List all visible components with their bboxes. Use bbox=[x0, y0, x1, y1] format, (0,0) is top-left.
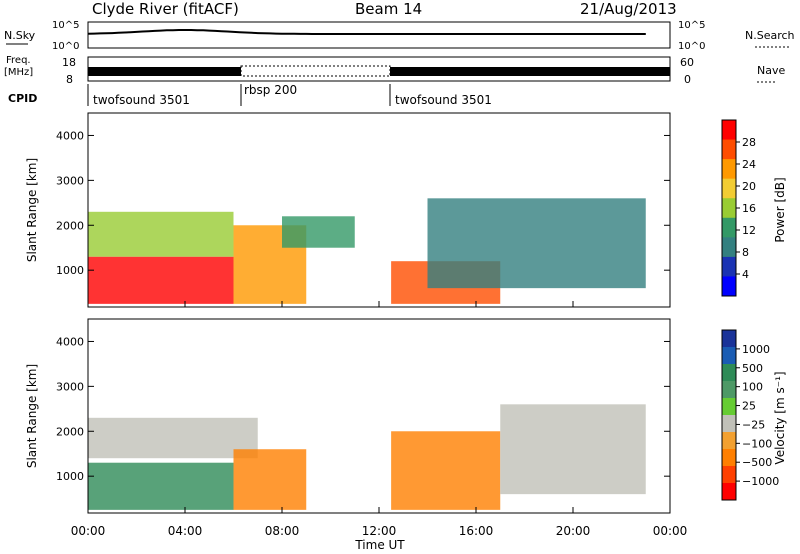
power-region-5 bbox=[427, 198, 646, 289]
freq-panel: Freq. [MHz] 18 8 60 0 Nave bbox=[4, 55, 785, 86]
noise-sky-line bbox=[87, 29, 646, 35]
power-colorbar-label: Power [dB] bbox=[773, 177, 787, 242]
x-tick-label-2: 08:00 bbox=[265, 524, 300, 538]
velocity-colorbar-label-2: 100 bbox=[742, 381, 763, 394]
velocity-colorbar-label-7: −1000 bbox=[742, 475, 779, 488]
velocity-ytick-label-2: 3000 bbox=[56, 380, 84, 393]
cpid-panel: CPID twofsound 3501 rbsp 200 twofsound 3… bbox=[8, 83, 492, 107]
velocity-region-4 bbox=[500, 404, 646, 495]
x-tick-label-0: 00:00 bbox=[71, 524, 106, 538]
velocity-colorbar-swatch-1 bbox=[722, 347, 736, 365]
cpid-segment-3: twofsound 3501 bbox=[395, 93, 492, 107]
velocity-colorbar-swatch-9 bbox=[722, 483, 736, 501]
power-colorbar-swatch-2 bbox=[722, 159, 736, 180]
noise-panel: N.Sky 10^5 10^0 10^5 10^0 N.Search bbox=[4, 20, 795, 52]
power-colorbar-label-6: 4 bbox=[742, 268, 749, 281]
power-ytick-label-2: 3000 bbox=[56, 174, 84, 187]
velocity-region-3 bbox=[391, 431, 501, 510]
power-ytick-label-3: 4000 bbox=[56, 129, 84, 142]
cpid-segment-2: rbsp 200 bbox=[244, 83, 297, 97]
velocity-colorbar-swatch-4 bbox=[722, 398, 736, 416]
noise-right-label: N.Search bbox=[745, 29, 795, 42]
power-region-1 bbox=[88, 211, 234, 257]
x-tick-label-5: 20:00 bbox=[556, 524, 591, 538]
power-region-0 bbox=[88, 256, 234, 304]
noise-right-tick-bottom: 10^0 bbox=[678, 41, 705, 52]
x-tick-label-6: 00:00 bbox=[653, 524, 688, 538]
velocity-region-0 bbox=[88, 462, 234, 510]
velocity-colorbar-swatch-0 bbox=[722, 330, 736, 348]
nave-dotted-box bbox=[240, 65, 391, 77]
power-ytick-label-1: 2000 bbox=[56, 219, 84, 232]
power-ylabel: Slant Range [km] bbox=[25, 158, 39, 262]
date-title: 21/Aug/2013 bbox=[580, 0, 677, 18]
x-tick-label-4: 16:00 bbox=[459, 524, 494, 538]
freq-left-tick-top: 18 bbox=[62, 56, 76, 69]
nave-label: Nave bbox=[757, 64, 785, 77]
power-colorbar-label-5: 8 bbox=[742, 246, 749, 259]
power-colorbar-swatch-1 bbox=[722, 139, 736, 160]
freq-label-line1: Freq. bbox=[6, 55, 31, 66]
velocity-colorbar-swatch-8 bbox=[722, 466, 736, 484]
power-colorbar-swatch-5 bbox=[722, 217, 736, 238]
velocity-colorbar: 1000 500 100 25 −25 −100 −500 −1000 bbox=[721, 329, 779, 501]
power-panel: 1000 2000 3000 4000 Slant Range [km] 28 24 20… bbox=[25, 112, 787, 308]
velocity-colorbar-label-5: −100 bbox=[742, 437, 772, 450]
cpid-segment-1: twofsound 3501 bbox=[93, 93, 190, 107]
velocity-ytick-label-0: 1000 bbox=[56, 470, 84, 483]
power-colorbar-swatch-3 bbox=[722, 178, 736, 199]
x-axis-ticks: 00:00 04:00 08:00 12:00 16:00 20:00 00:00 bbox=[71, 301, 688, 538]
noise-left-tick-top: 10^5 bbox=[52, 20, 79, 31]
power-colorbar-label-4: 12 bbox=[742, 224, 756, 237]
velocity-colorbar-swatch-6 bbox=[722, 432, 736, 450]
power-heatmap-cells bbox=[88, 198, 646, 304]
velocity-colorbar-label-1: 500 bbox=[742, 362, 763, 375]
velocity-region-1 bbox=[88, 417, 258, 459]
cpid-label: CPID bbox=[8, 92, 37, 105]
velocity-colorbar-swatch-3 bbox=[722, 381, 736, 399]
beam-title: Beam 14 bbox=[355, 0, 422, 18]
power-ytick-label-0: 1000 bbox=[56, 264, 84, 277]
velocity-colorbar-swatch-7 bbox=[722, 449, 736, 467]
freq-left-tick-bottom: 8 bbox=[66, 73, 73, 86]
power-colorbar: 28 24 20 16 12 8 4 bbox=[721, 119, 756, 297]
velocity-ylabel: Slant Range [km] bbox=[25, 364, 39, 468]
freq-right-tick-bottom: 0 bbox=[684, 73, 691, 86]
velocity-colorbar-swatch-5 bbox=[722, 415, 736, 433]
power-colorbar-label-0: 28 bbox=[742, 136, 756, 149]
power-colorbar-swatch-8 bbox=[722, 276, 736, 297]
power-region-3 bbox=[282, 216, 355, 248]
noise-left-label: N.Sky bbox=[4, 29, 36, 42]
power-colorbar-swatch-7 bbox=[722, 256, 736, 277]
power-colorbar-label-2: 20 bbox=[742, 180, 756, 193]
velocity-panel: 1000 2000 3000 4000 Slant Range [km] 1000 50… bbox=[25, 318, 787, 514]
velocity-colorbar-swatch-2 bbox=[722, 364, 736, 382]
power-y-ticks: 1000 2000 3000 4000 bbox=[56, 129, 670, 277]
velocity-y-ticks: 1000 2000 3000 4000 bbox=[56, 335, 670, 483]
power-colorbar-swatch-6 bbox=[722, 237, 736, 258]
power-colorbar-label-3: 16 bbox=[742, 202, 756, 215]
freq-right-tick-top: 60 bbox=[680, 56, 694, 69]
x-tick-label-3: 12:00 bbox=[362, 524, 397, 538]
freq-label-line2: [MHz] bbox=[4, 67, 33, 78]
velocity-colorbar-label-0: 1000 bbox=[742, 343, 770, 356]
noise-left-tick-bottom: 10^0 bbox=[52, 41, 79, 52]
velocity-ytick-label-3: 4000 bbox=[56, 335, 84, 348]
station-title: Clyde River (fitACF) bbox=[92, 0, 239, 18]
x-tick-label-1: 04:00 bbox=[168, 524, 203, 538]
velocity-colorbar-label: Velocity [m s⁻¹] bbox=[773, 371, 787, 464]
velocity-colorbar-label-3: 25 bbox=[742, 400, 756, 413]
power-colorbar-swatch-4 bbox=[722, 198, 736, 219]
velocity-ytick-label-1: 2000 bbox=[56, 425, 84, 438]
power-colorbar-label-1: 24 bbox=[742, 158, 756, 171]
power-colorbar-swatch-0 bbox=[722, 120, 736, 141]
velocity-region-2 bbox=[233, 449, 307, 510]
velocity-colorbar-label-4: −25 bbox=[742, 418, 765, 431]
x-axis-label: Time UT bbox=[354, 538, 405, 552]
velocity-heatmap-cells bbox=[88, 404, 646, 510]
noise-right-tick-top: 10^5 bbox=[678, 20, 705, 31]
velocity-colorbar-label-6: −500 bbox=[742, 456, 772, 469]
